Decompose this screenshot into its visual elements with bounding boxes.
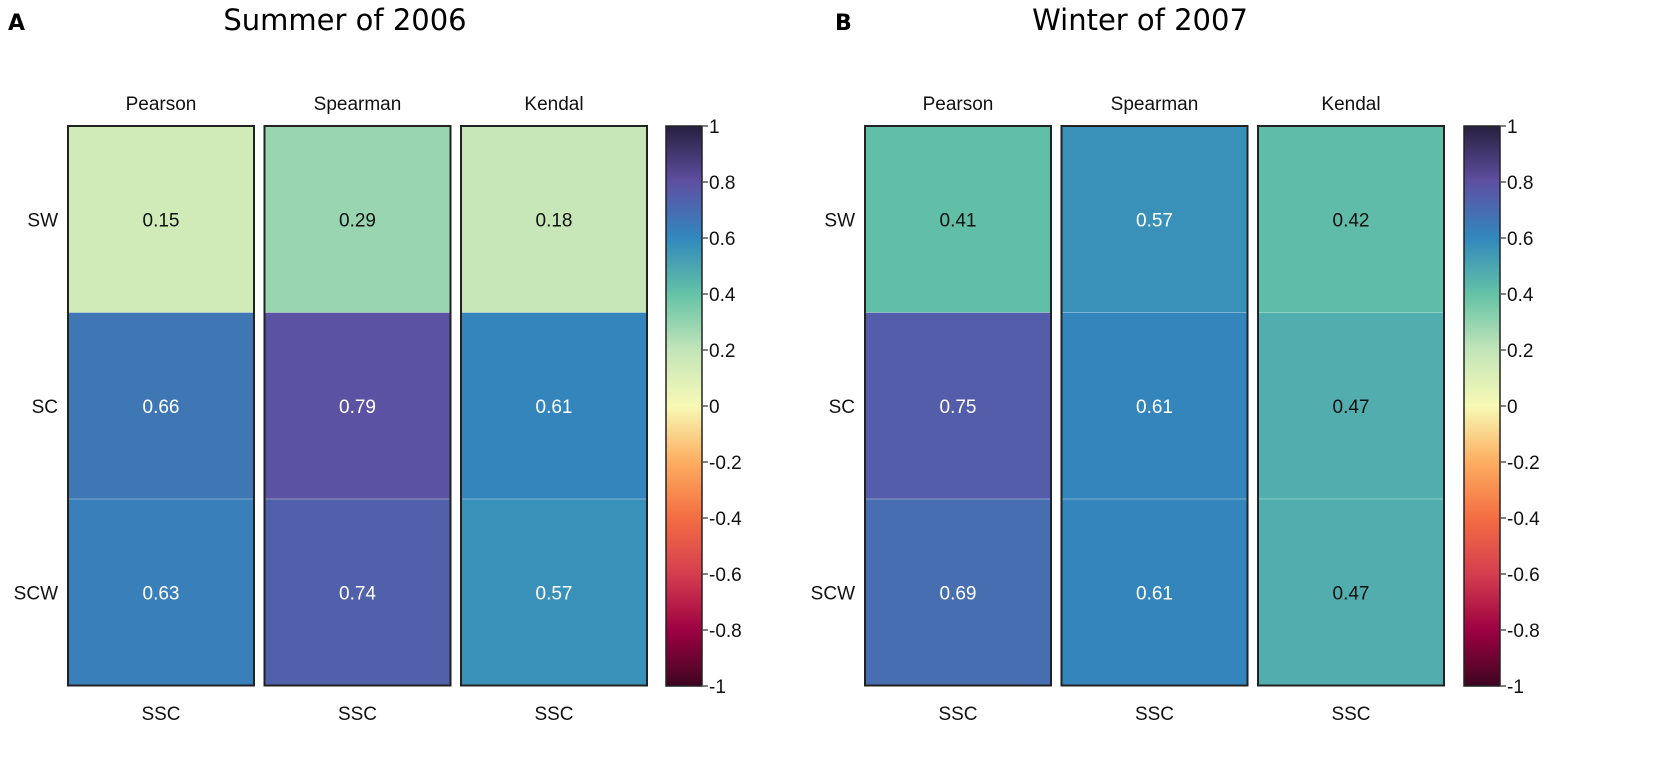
cell-value-label: 0.41 [940,210,977,231]
cell-value-label: 0.61 [1136,397,1173,418]
x-bottom-label: SSC [1135,704,1174,725]
heatmap-cell [1061,312,1248,499]
colorbar-tick-label: -0.8 [709,621,742,642]
colorbar-tick-label: -0.2 [1507,453,1540,474]
cell-value-label: 0.61 [1136,583,1173,604]
column-header: Spearman [1111,94,1199,115]
heatmap-cell [865,499,1051,686]
colorbar-tick-label: 0.8 [1507,173,1533,194]
colorbar-tick-label: 0 [709,397,720,418]
cell-value-label: 0.42 [1333,210,1370,231]
colorbar-tick-label: -0.6 [1507,565,1540,586]
heatmap-cell [461,126,647,313]
heatmap-cell [461,312,647,499]
x-bottom-label: SSC [534,704,573,725]
cell-value-label: 0.29 [339,210,376,231]
cell-value-label: 0.57 [1136,210,1173,231]
cell-value-label: 0.47 [1333,583,1370,604]
colorbar-tick-label: 0.6 [1507,229,1533,250]
row-label: SW [27,210,58,231]
heatmap-cell [1258,126,1444,313]
x-bottom-label: SSC [141,704,180,725]
panel-title: Winter of 2007 [1032,3,1248,37]
colorbar-tick-label: -0.6 [709,565,742,586]
colorbar-tick-label: 1 [1507,117,1518,138]
colorbar-tick-label: 0.4 [709,285,736,306]
heatmap-cell [1061,499,1248,686]
colorbar-tick-label: 0 [1507,397,1518,418]
colorbar-tick-label: -0.2 [709,453,742,474]
row-label: SCW [811,583,855,604]
column-header: Kendal [524,94,583,115]
colorbar-tick-label: -0.8 [1507,621,1540,642]
column-header: Spearman [314,94,402,115]
cell-value-label: 0.61 [536,397,573,418]
cell-value-label: 0.79 [339,397,376,418]
colorbar-tick-label: -0.4 [709,509,742,530]
panel-label: B [835,11,852,36]
heatmap-cell [264,312,451,499]
heatmap-cell [68,499,254,686]
x-bottom-label: SSC [1331,704,1370,725]
row-label: SC [32,397,58,418]
column-header: Kendal [1321,94,1380,115]
cell-value-label: 0.18 [536,210,573,231]
heatmap-cell [68,126,254,313]
panel-label: A [8,11,25,36]
row-label: SC [829,397,855,418]
heatmap-cell [865,126,1051,313]
colorbar [1463,125,1501,687]
row-label: SCW [14,583,58,604]
colorbar-tick-label: 0.8 [709,173,735,194]
cell-value-label: 0.63 [143,583,180,604]
column-border [864,125,1052,687]
x-bottom-label: SSC [338,704,377,725]
cell-value-label: 0.47 [1333,397,1370,418]
heatmap-cell [68,312,254,499]
column-border [263,125,452,687]
heatmap-cell [1258,499,1444,686]
row-label: SW [824,210,855,231]
column-border [1060,125,1249,687]
heatmap-cell [264,126,451,313]
cell-value-label: 0.66 [143,397,180,418]
cell-value-label: 0.75 [940,397,977,418]
colorbar-tick-label: -0.4 [1507,509,1540,530]
column-border [67,125,255,687]
heatmap-cell [865,312,1051,499]
x-bottom-label: SSC [938,704,977,725]
heatmap-cell [461,499,647,686]
colorbar-tick-label: 1 [709,117,720,138]
heatmap-panel-b: B Winter of 2007PearsonSSC0.410.750.69Spe… [811,3,1541,725]
colorbar-tick-label: -1 [709,677,726,698]
colorbar-tick-label: 0.2 [1507,341,1533,362]
colorbar-tick-label: -1 [1507,677,1524,698]
heatmap-cell [1061,126,1248,313]
cell-value-label: 0.74 [339,583,376,604]
colorbar [665,125,703,687]
heatmap-panel-a: A Summer of 2006 Pearson SSC 0.15 0.66 0.63 Spe… [8,3,742,725]
cell-value-label: 0.69 [940,583,977,604]
column-border [1257,125,1445,687]
cell-value-label: 0.15 [143,210,180,231]
column-header: Pearson [923,94,994,115]
column-header: Pearson [126,94,197,115]
column-border [460,125,648,687]
heatmap-cell [1258,312,1444,499]
cell-value-label: 0.57 [536,583,573,604]
colorbar-tick-label: 0.6 [709,229,735,250]
colorbar-tick-label: 0.4 [1507,285,1534,306]
colorbar-tick-label: 0.2 [709,341,735,362]
panel-title: Summer of 2006 [223,3,466,37]
heatmap-cell [264,499,451,686]
